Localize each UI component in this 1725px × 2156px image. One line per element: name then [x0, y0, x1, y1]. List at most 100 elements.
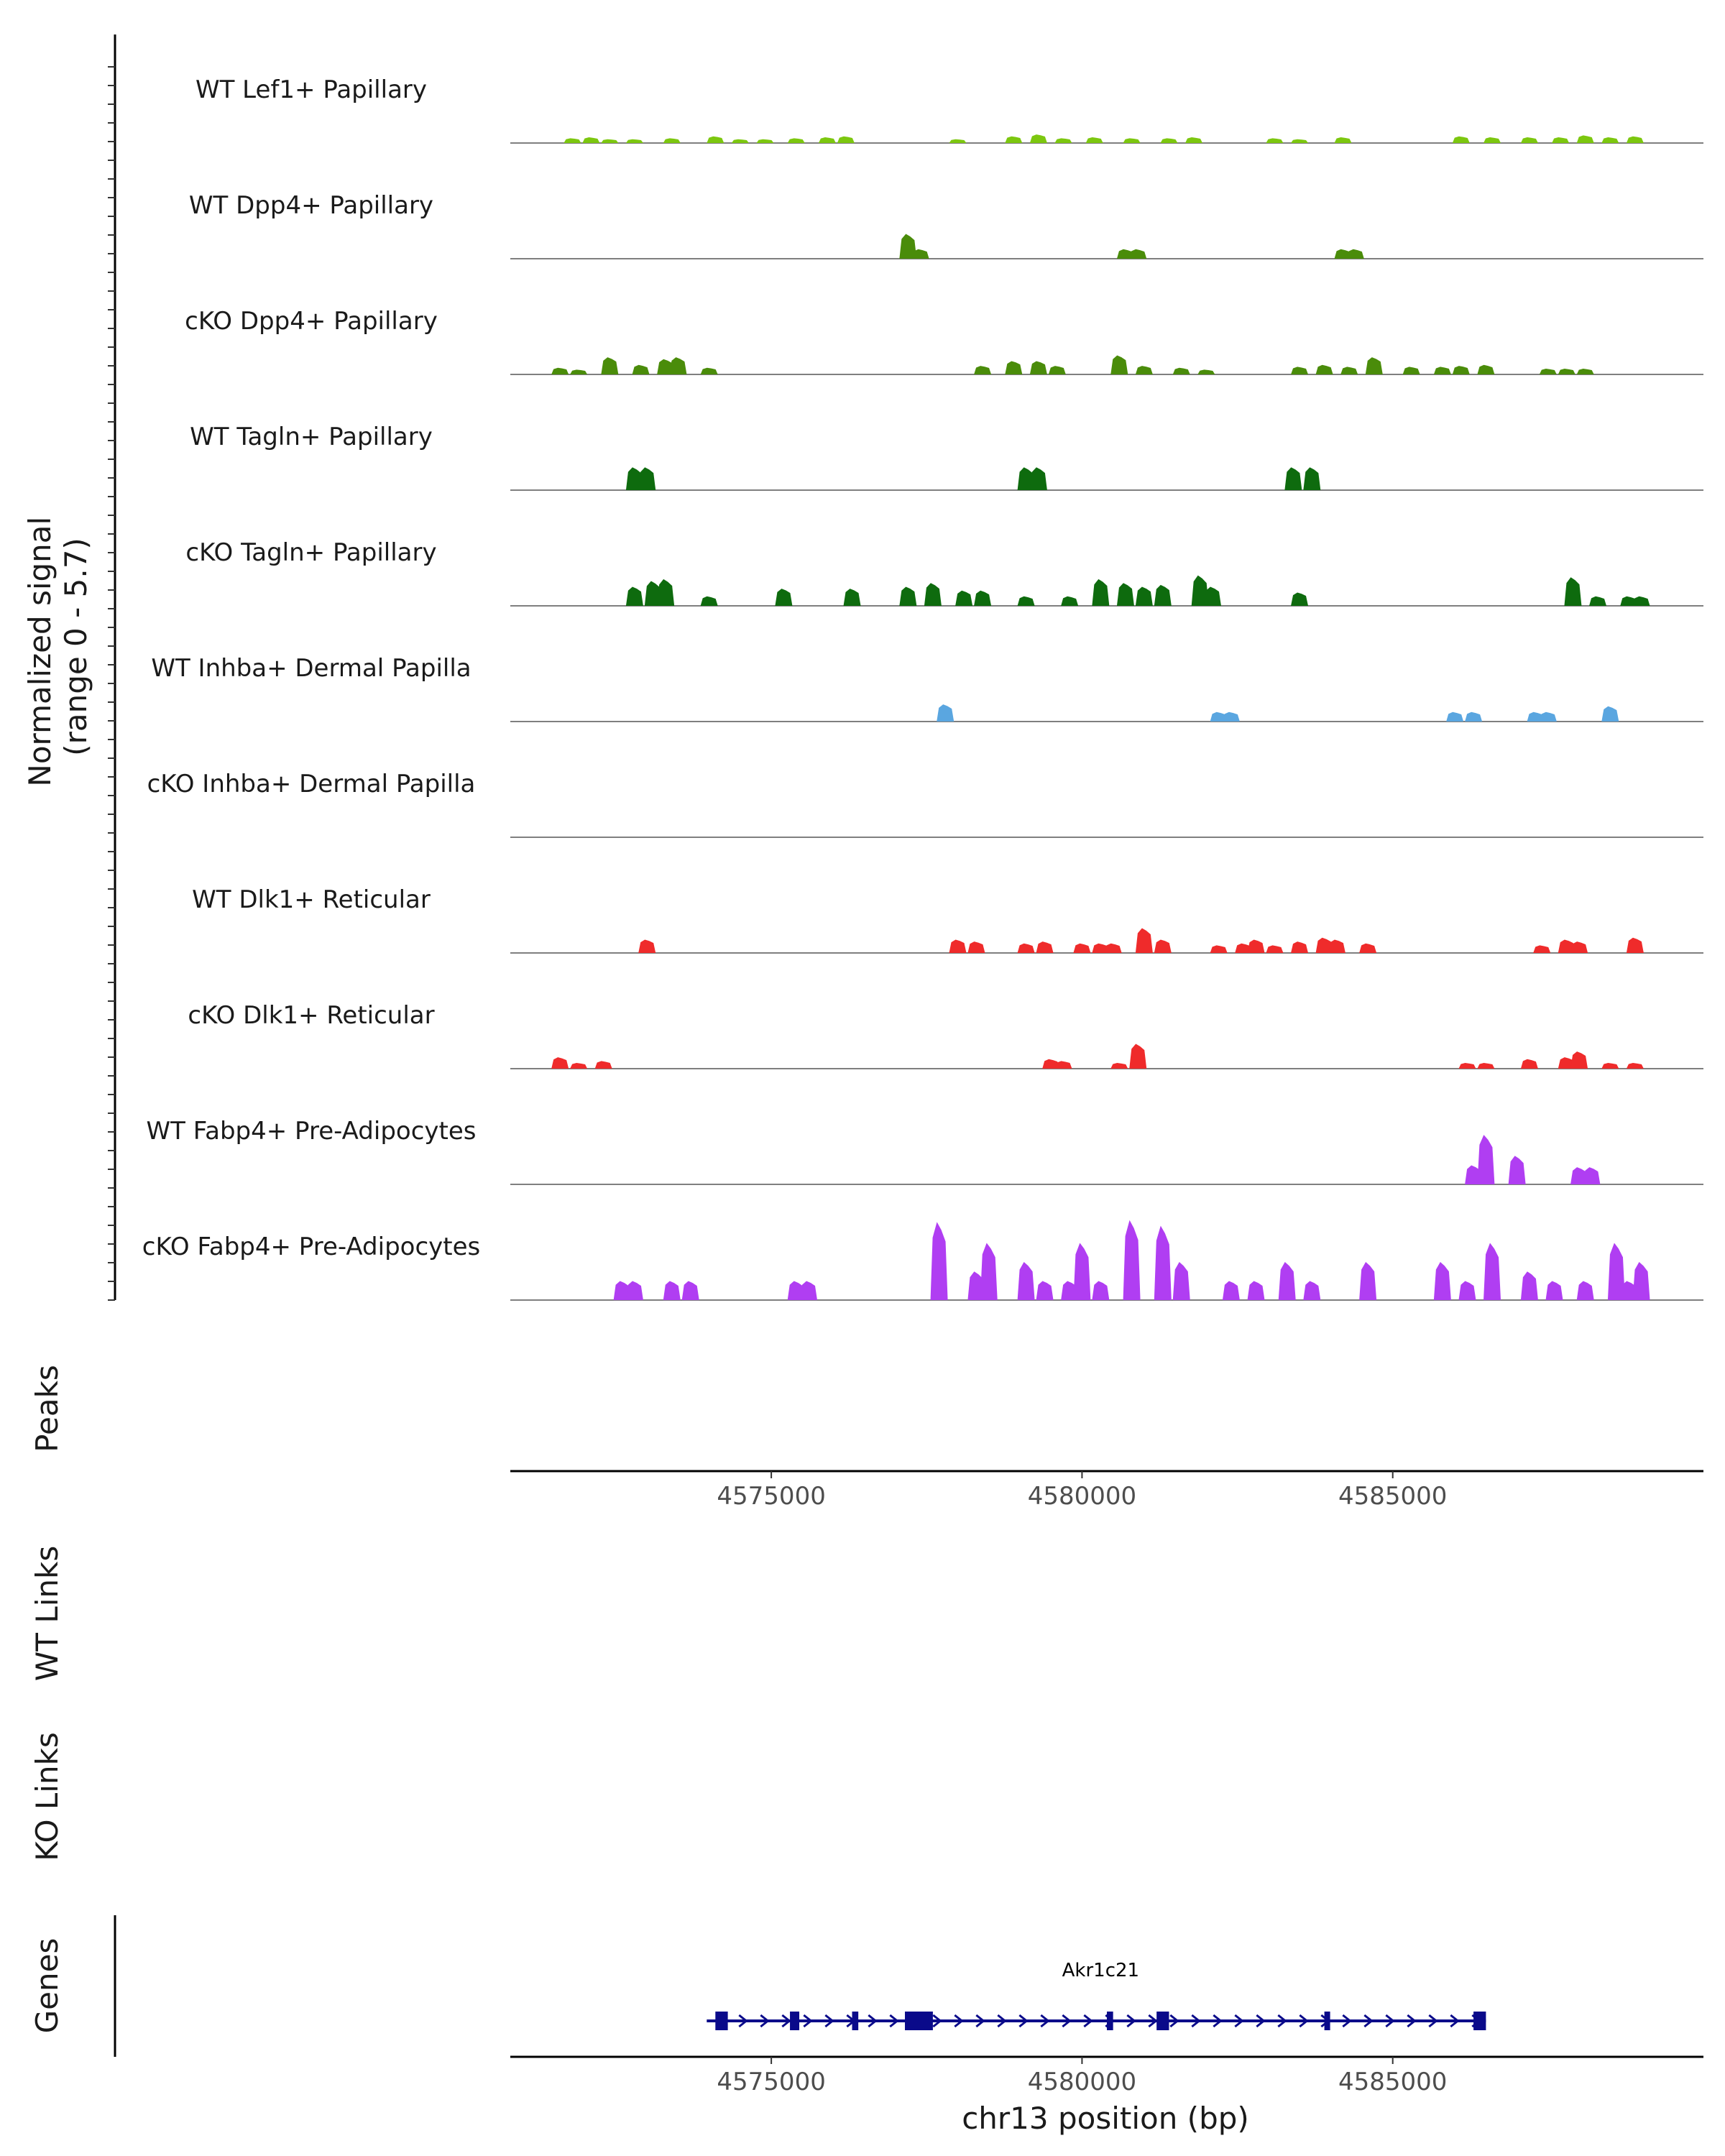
- signal-peak: [1042, 1059, 1060, 1069]
- signal-peak: [1303, 467, 1321, 490]
- ko-links-panel-label: KO Links: [29, 1732, 65, 1861]
- signal-peak: [700, 596, 718, 606]
- signal-peak: [1632, 596, 1650, 606]
- signal-peak: [1564, 577, 1582, 606]
- x-axis-title: chr13 position (bp): [962, 2101, 1249, 2136]
- strand-arrow: [760, 2014, 770, 2028]
- signal-peak: [1017, 943, 1035, 953]
- gene-exon: [1473, 2012, 1486, 2030]
- signal-peak: [1222, 1281, 1240, 1300]
- signal-peak: [1129, 249, 1147, 259]
- signal-peak: [1073, 1243, 1091, 1300]
- signal-peak: [1558, 939, 1576, 953]
- signal-peak: [1334, 249, 1352, 259]
- strand-arrow: [781, 2014, 791, 2028]
- signal-peak: [625, 139, 643, 143]
- x-tick-label: 4585000: [1338, 1482, 1447, 1511]
- strand-arrow: [1385, 2014, 1395, 2028]
- strand-arrow: [1169, 2014, 1179, 2028]
- signal-peak: [1203, 586, 1221, 606]
- signal-peak: [1036, 1281, 1054, 1300]
- strand-arrow: [1363, 2014, 1374, 2028]
- coverage-track: cKO Dlk1+ Reticular: [188, 1001, 1703, 1069]
- signal-peak: [582, 137, 600, 143]
- signal-peak: [1092, 943, 1110, 953]
- signal-peak: [731, 139, 749, 143]
- strand-arrow: [1213, 2014, 1223, 2028]
- gene-model: Akr1c21: [707, 1960, 1486, 2030]
- signal-peak: [899, 586, 917, 606]
- coverage-track: WT Lef1+ Papillary: [196, 75, 1703, 144]
- signal-peak: [1284, 467, 1302, 490]
- track-label: WT Tagln+ Papillary: [190, 423, 433, 451]
- signal-peak: [1222, 711, 1240, 722]
- signal-peak: [1291, 367, 1309, 374]
- signal-peak: [974, 366, 992, 374]
- signal-peak: [1135, 586, 1153, 606]
- gene-exon: [905, 2012, 933, 2030]
- y-axis-title-line2: (range 0 - 5.7): [58, 538, 93, 756]
- signal-peak: [1266, 138, 1284, 143]
- signal-peak: [1620, 596, 1638, 606]
- signal-peak: [1116, 249, 1134, 259]
- signal-peak: [1458, 1281, 1476, 1300]
- track-label: WT Inhba+ Dermal Papilla: [151, 654, 471, 683]
- gene-exon: [852, 2012, 859, 2030]
- track-label: cKO Inhba+ Dermal Papilla: [147, 770, 476, 798]
- signal-peak: [843, 589, 861, 606]
- signal-peak: [551, 1057, 569, 1069]
- signal-peak: [1135, 366, 1153, 374]
- signal-peak: [1570, 1167, 1588, 1184]
- signal-peak: [1029, 467, 1047, 490]
- strand-arrow: [975, 2014, 985, 2028]
- signal-peak: [1527, 711, 1545, 722]
- signal-peak: [1123, 138, 1141, 143]
- signal-peak: [837, 136, 855, 143]
- x-tick-label: 4575000: [717, 2068, 825, 2096]
- signal-peak: [1576, 369, 1594, 374]
- signal-peak: [1632, 1262, 1650, 1300]
- signal-peak: [1061, 596, 1079, 606]
- signal-peak: [787, 138, 805, 143]
- signal-peak: [601, 139, 619, 143]
- gene-name-label: Akr1c21: [1062, 1960, 1139, 1981]
- signal-peak: [1185, 137, 1203, 143]
- signal-peak: [625, 467, 643, 490]
- track-label: WT Lef1+ Papillary: [196, 75, 427, 104]
- signal-peak: [930, 1222, 948, 1300]
- coverage-track: WT Fabp4+ Pre-Adipocytes: [147, 1117, 1703, 1185]
- signal-peak: [1601, 137, 1619, 143]
- signal-peak: [1036, 941, 1054, 953]
- coverage-track: cKO Fabp4+ Pre-Adipocytes: [142, 1220, 1703, 1301]
- signal-peak: [632, 364, 650, 374]
- signal-peak: [1154, 584, 1172, 606]
- signal-peak: [1533, 945, 1551, 953]
- signal-peak: [949, 139, 967, 143]
- signal-peak: [1129, 1044, 1147, 1069]
- signal-peak: [1545, 1281, 1563, 1300]
- signal-peak: [564, 138, 581, 143]
- signal-peak: [980, 1243, 998, 1300]
- signal-peak: [1029, 361, 1047, 374]
- signal-peak: [657, 579, 675, 606]
- gene-exon: [715, 2012, 728, 2030]
- signal-peak: [800, 1281, 817, 1300]
- signal-peak: [1278, 1262, 1296, 1300]
- signal-peak: [1520, 137, 1538, 143]
- gene-exon: [790, 2012, 800, 2030]
- signal-peak: [1626, 136, 1644, 143]
- signal-peak: [1626, 937, 1644, 953]
- coverage-track: cKO Tagln+ Papillary: [185, 538, 1703, 607]
- signal-peak: [1508, 1156, 1526, 1184]
- signal-peak: [1576, 135, 1594, 143]
- signal-peak: [1154, 1225, 1172, 1300]
- signal-peak: [899, 234, 917, 259]
- signal-peak: [1570, 1051, 1588, 1069]
- signal-peak: [1359, 943, 1377, 953]
- signal-peak: [1172, 367, 1190, 374]
- signal-peak: [1210, 945, 1228, 953]
- signal-peak: [1539, 711, 1557, 722]
- signal-peak: [1104, 943, 1122, 953]
- strand-arrow: [1299, 2014, 1309, 2028]
- signal-peak: [1520, 1059, 1538, 1069]
